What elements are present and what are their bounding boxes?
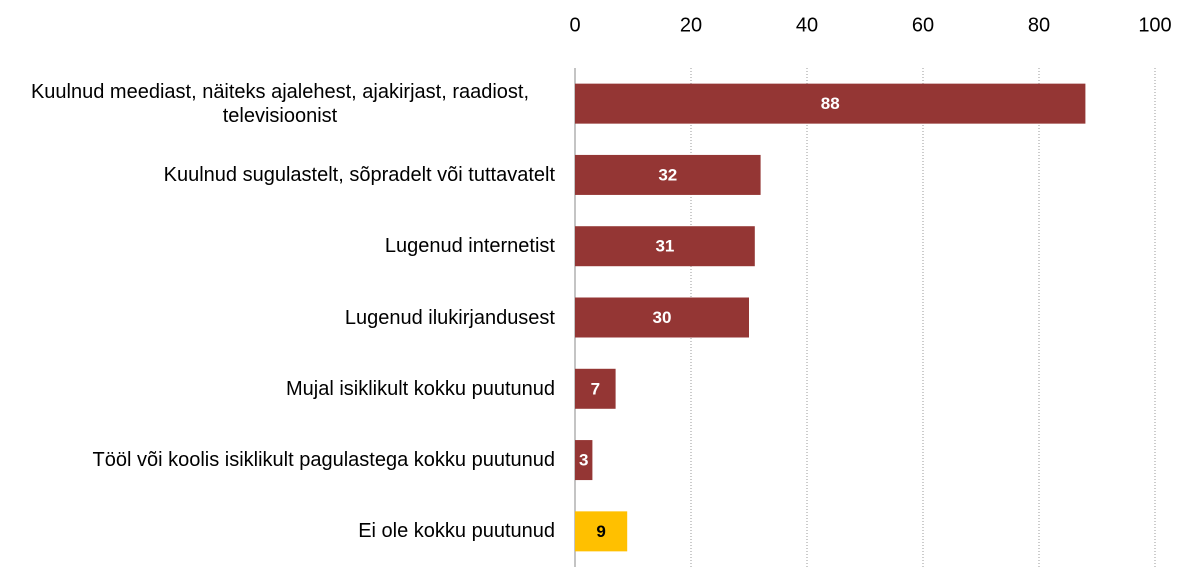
value-label: 30 [653, 308, 672, 327]
value-label: 88 [821, 94, 840, 113]
category-text: Ei ole kokku puutunud [358, 520, 555, 543]
value-label: 31 [655, 237, 674, 256]
x-tick-label: 20 [680, 14, 702, 36]
x-tick-label: 40 [796, 14, 818, 36]
x-tick-label: 100 [1138, 14, 1171, 36]
value-label: 9 [596, 522, 605, 541]
y-tick-label: Lugenud internetist [0, 234, 555, 258]
x-tick-label: 0 [569, 14, 580, 36]
y-tick-label: Tööl või koolis isiklikult pagulastega k… [0, 448, 556, 472]
bar [575, 154, 761, 195]
bar [575, 297, 749, 338]
category-text: Lugenud ilukirjandusest [344, 306, 555, 329]
category-text: Tööl või koolis isiklikult pagulastega k… [92, 449, 556, 472]
y-tick-label: Kuulnud sugulastelt, sõpradelt või tutta… [0, 163, 555, 187]
bar [575, 368, 616, 409]
category-text: Kuulnud meediast, näiteks ajalehest, aja… [30, 80, 530, 127]
y-tick-label: Mujal isiklikult kokku puutunud [0, 377, 555, 401]
category-text: Mujal isiklikult kokku puutunud [285, 377, 555, 400]
value-label: 3 [579, 451, 588, 470]
bar [575, 226, 755, 267]
value-label: 32 [658, 165, 677, 184]
y-tick-label: Kuulnud meediast, näiteks ajalehest, aja… [0, 80, 555, 128]
x-tick-label: 80 [1028, 14, 1050, 36]
category-text: Kuulnud sugulastelt, sõpradelt või tutta… [163, 163, 555, 186]
y-tick-label: Lugenud ilukirjandusest [0, 306, 555, 330]
bar [575, 440, 593, 481]
bar [575, 511, 628, 552]
bar [575, 83, 1086, 124]
value-label: 7 [591, 379, 600, 398]
y-tick-label: Ei ole kokku puutunud [0, 519, 555, 543]
category-text: Lugenud internetist [384, 235, 555, 258]
x-tick-label: 60 [912, 14, 934, 36]
